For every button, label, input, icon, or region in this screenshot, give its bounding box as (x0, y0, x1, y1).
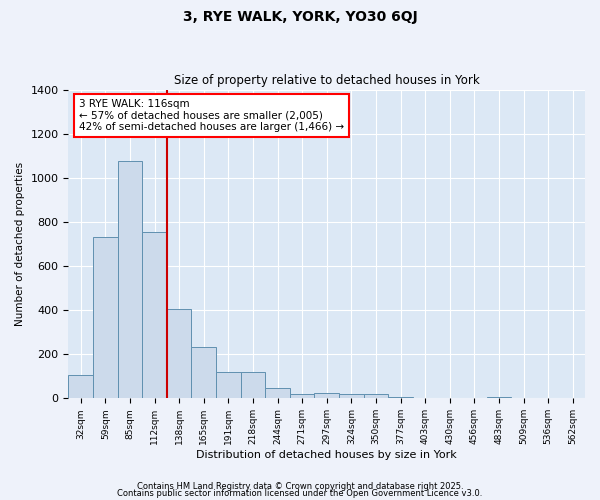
Bar (142, 232, 167, 398)
Bar (93, 238, 118, 398)
Text: 3 RYE WALK: 116sqm
← 57% of detached houses are smaller (2,005)
42% of semi-deta: 3 RYE WALK: 116sqm ← 57% of detached hou… (79, 99, 344, 132)
Text: Contains HM Land Registry data © Crown copyright and database right 2025.: Contains HM Land Registry data © Crown c… (137, 482, 463, 491)
Bar (339, 394, 364, 398)
Bar (167, 310, 191, 398)
Bar (487, 396, 511, 398)
Title: Size of property relative to detached houses in York: Size of property relative to detached ho… (174, 74, 479, 87)
Bar (388, 397, 413, 398)
Bar (265, 388, 290, 398)
Bar (118, 161, 142, 398)
Bar (241, 372, 265, 398)
Bar (364, 394, 388, 398)
Bar (216, 372, 241, 398)
Bar (290, 394, 314, 398)
Text: Contains public sector information licensed under the Open Government Licence v3: Contains public sector information licen… (118, 489, 482, 498)
Bar (314, 393, 339, 398)
Bar (191, 346, 216, 399)
X-axis label: Distribution of detached houses by size in York: Distribution of detached houses by size … (196, 450, 457, 460)
Y-axis label: Number of detached properties: Number of detached properties (15, 162, 25, 326)
Bar (68, 374, 93, 398)
Text: 3, RYE WALK, YORK, YO30 6QJ: 3, RYE WALK, YORK, YO30 6QJ (182, 10, 418, 24)
